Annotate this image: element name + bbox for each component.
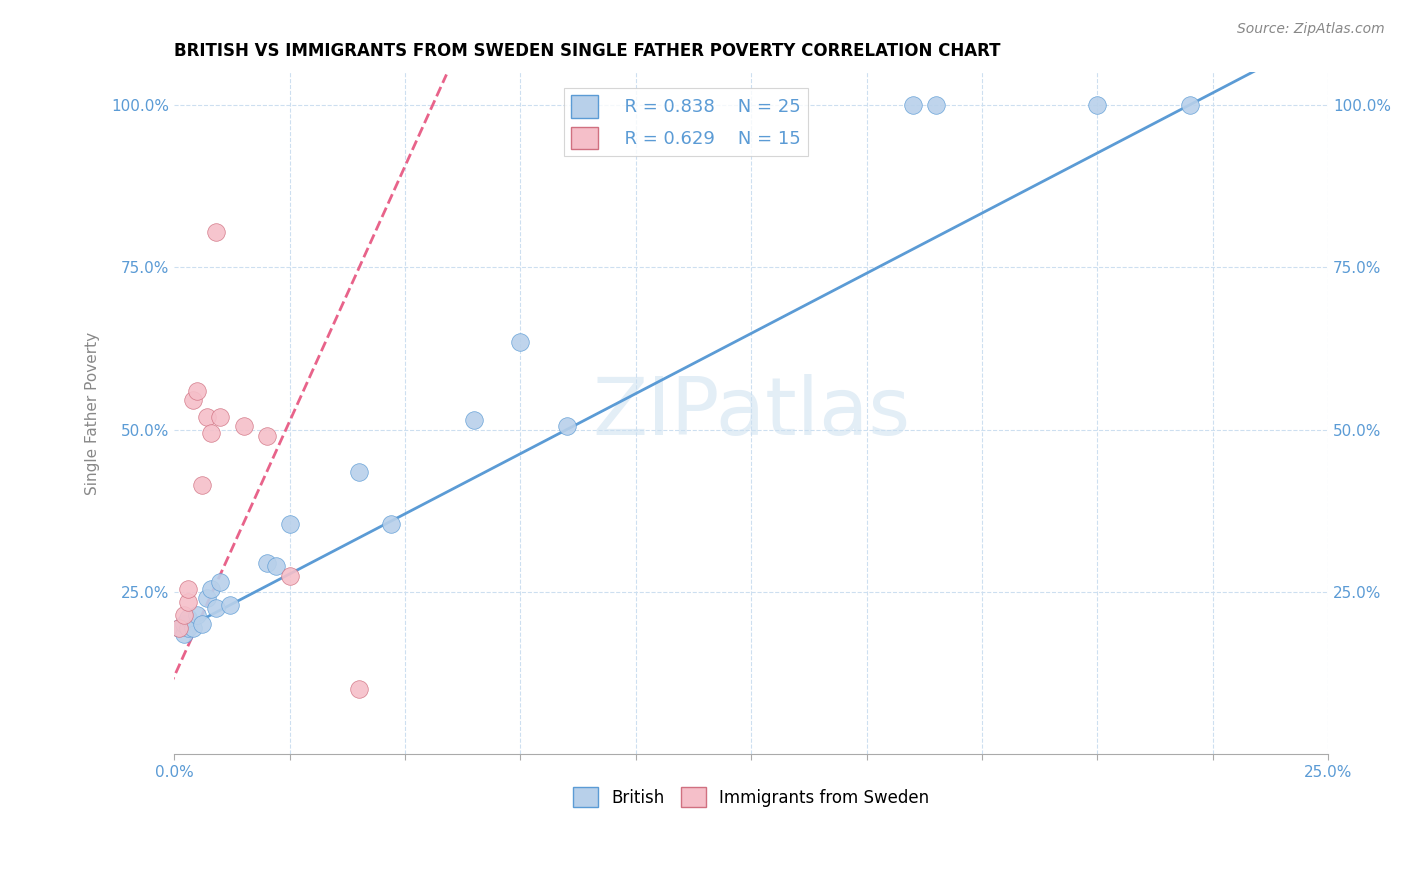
Point: [209, 409, 232, 424]
Point: [177, 621, 200, 635]
Point: [204, 225, 226, 239]
Point: [256, 429, 278, 443]
Point: [181, 393, 204, 408]
Y-axis label: Single Father Poverty: Single Father Poverty: [86, 332, 100, 495]
Point: [509, 334, 531, 349]
Point: [925, 98, 948, 112]
Point: [256, 556, 278, 570]
Text: Source: ZipAtlas.com: Source: ZipAtlas.com: [1237, 22, 1385, 37]
Point: [1178, 98, 1201, 112]
Point: [177, 611, 200, 625]
Text: ZIPatlas: ZIPatlas: [592, 375, 910, 452]
Point: [347, 682, 370, 697]
Point: [901, 98, 924, 112]
Point: [232, 419, 254, 434]
Point: [177, 594, 200, 608]
Point: [191, 477, 214, 491]
Text: BRITISH VS IMMIGRANTS FROM SWEDEN SINGLE FATHER POVERTY CORRELATION CHART: BRITISH VS IMMIGRANTS FROM SWEDEN SINGLE…: [174, 42, 1001, 60]
Point: [204, 601, 226, 615]
Point: [186, 384, 208, 398]
Point: [173, 627, 195, 641]
Point: [1085, 98, 1108, 112]
Point: [380, 516, 402, 531]
Point: [555, 419, 578, 434]
Point: [181, 621, 204, 635]
Point: [264, 558, 287, 573]
Point: [177, 582, 200, 596]
Point: [278, 516, 301, 531]
Point: [209, 575, 232, 590]
Point: [195, 409, 218, 424]
Point: [200, 425, 222, 440]
Point: [195, 591, 218, 606]
Point: [200, 582, 222, 596]
Point: [463, 413, 485, 427]
Point: [186, 607, 208, 622]
Point: [167, 621, 190, 635]
Point: [347, 465, 370, 479]
Point: [278, 568, 301, 582]
Point: [173, 607, 195, 622]
Point: [191, 617, 214, 632]
Point: [218, 598, 240, 612]
Point: [167, 621, 190, 635]
Legend: British, Immigrants from Sweden: British, Immigrants from Sweden: [567, 780, 936, 814]
Point: [173, 617, 195, 632]
